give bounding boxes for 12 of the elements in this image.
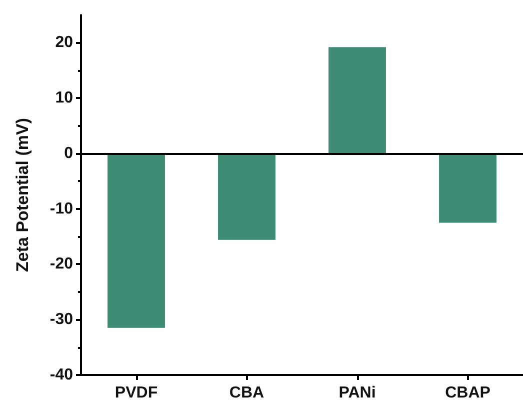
y-tick-label: -20 xyxy=(50,256,74,273)
y-tick-label: 10 xyxy=(55,90,74,107)
y-tick-label: 20 xyxy=(55,34,74,52)
x-tick-label: PANi xyxy=(338,384,376,402)
x-tick-label: CBAP xyxy=(445,384,491,402)
y-tick-label: -40 xyxy=(50,366,74,384)
y-axis-title: Zeta Potential (mV) xyxy=(13,118,32,272)
y-tick-label: -30 xyxy=(50,311,74,328)
x-tick-label: PVDF xyxy=(114,384,158,402)
y-tick-label: -10 xyxy=(50,200,74,218)
x-tick-label: CBA xyxy=(229,384,265,402)
y-tick-label: 0 xyxy=(64,144,74,162)
